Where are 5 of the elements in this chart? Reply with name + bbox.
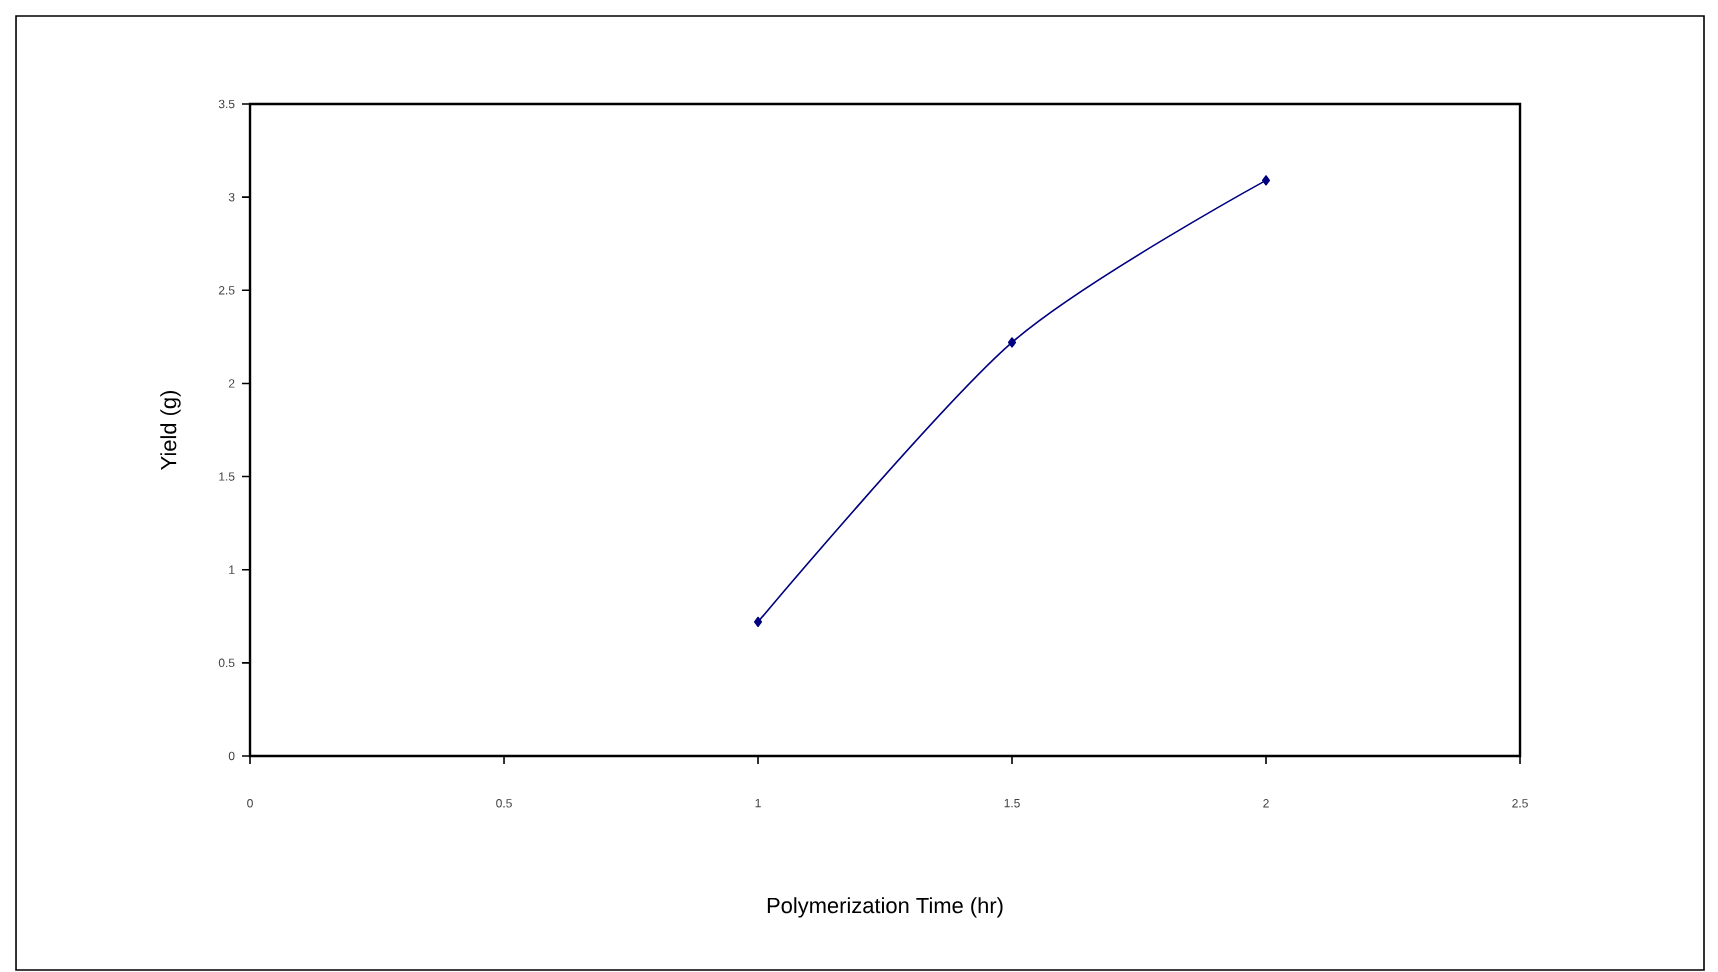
point [1007,337,1017,348]
point [1261,175,1271,186]
point [753,616,763,628]
y-axis-title: Yield (g) [160,390,181,470]
x-axis-title: Polymerization Time (hr) [767,897,1003,918]
